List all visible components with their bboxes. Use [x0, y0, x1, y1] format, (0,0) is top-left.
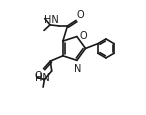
Text: O: O	[79, 31, 87, 41]
Text: HN: HN	[35, 72, 50, 82]
Text: O: O	[77, 10, 84, 20]
Text: O: O	[35, 70, 42, 80]
Text: HN: HN	[44, 15, 59, 25]
Text: N: N	[74, 64, 82, 74]
